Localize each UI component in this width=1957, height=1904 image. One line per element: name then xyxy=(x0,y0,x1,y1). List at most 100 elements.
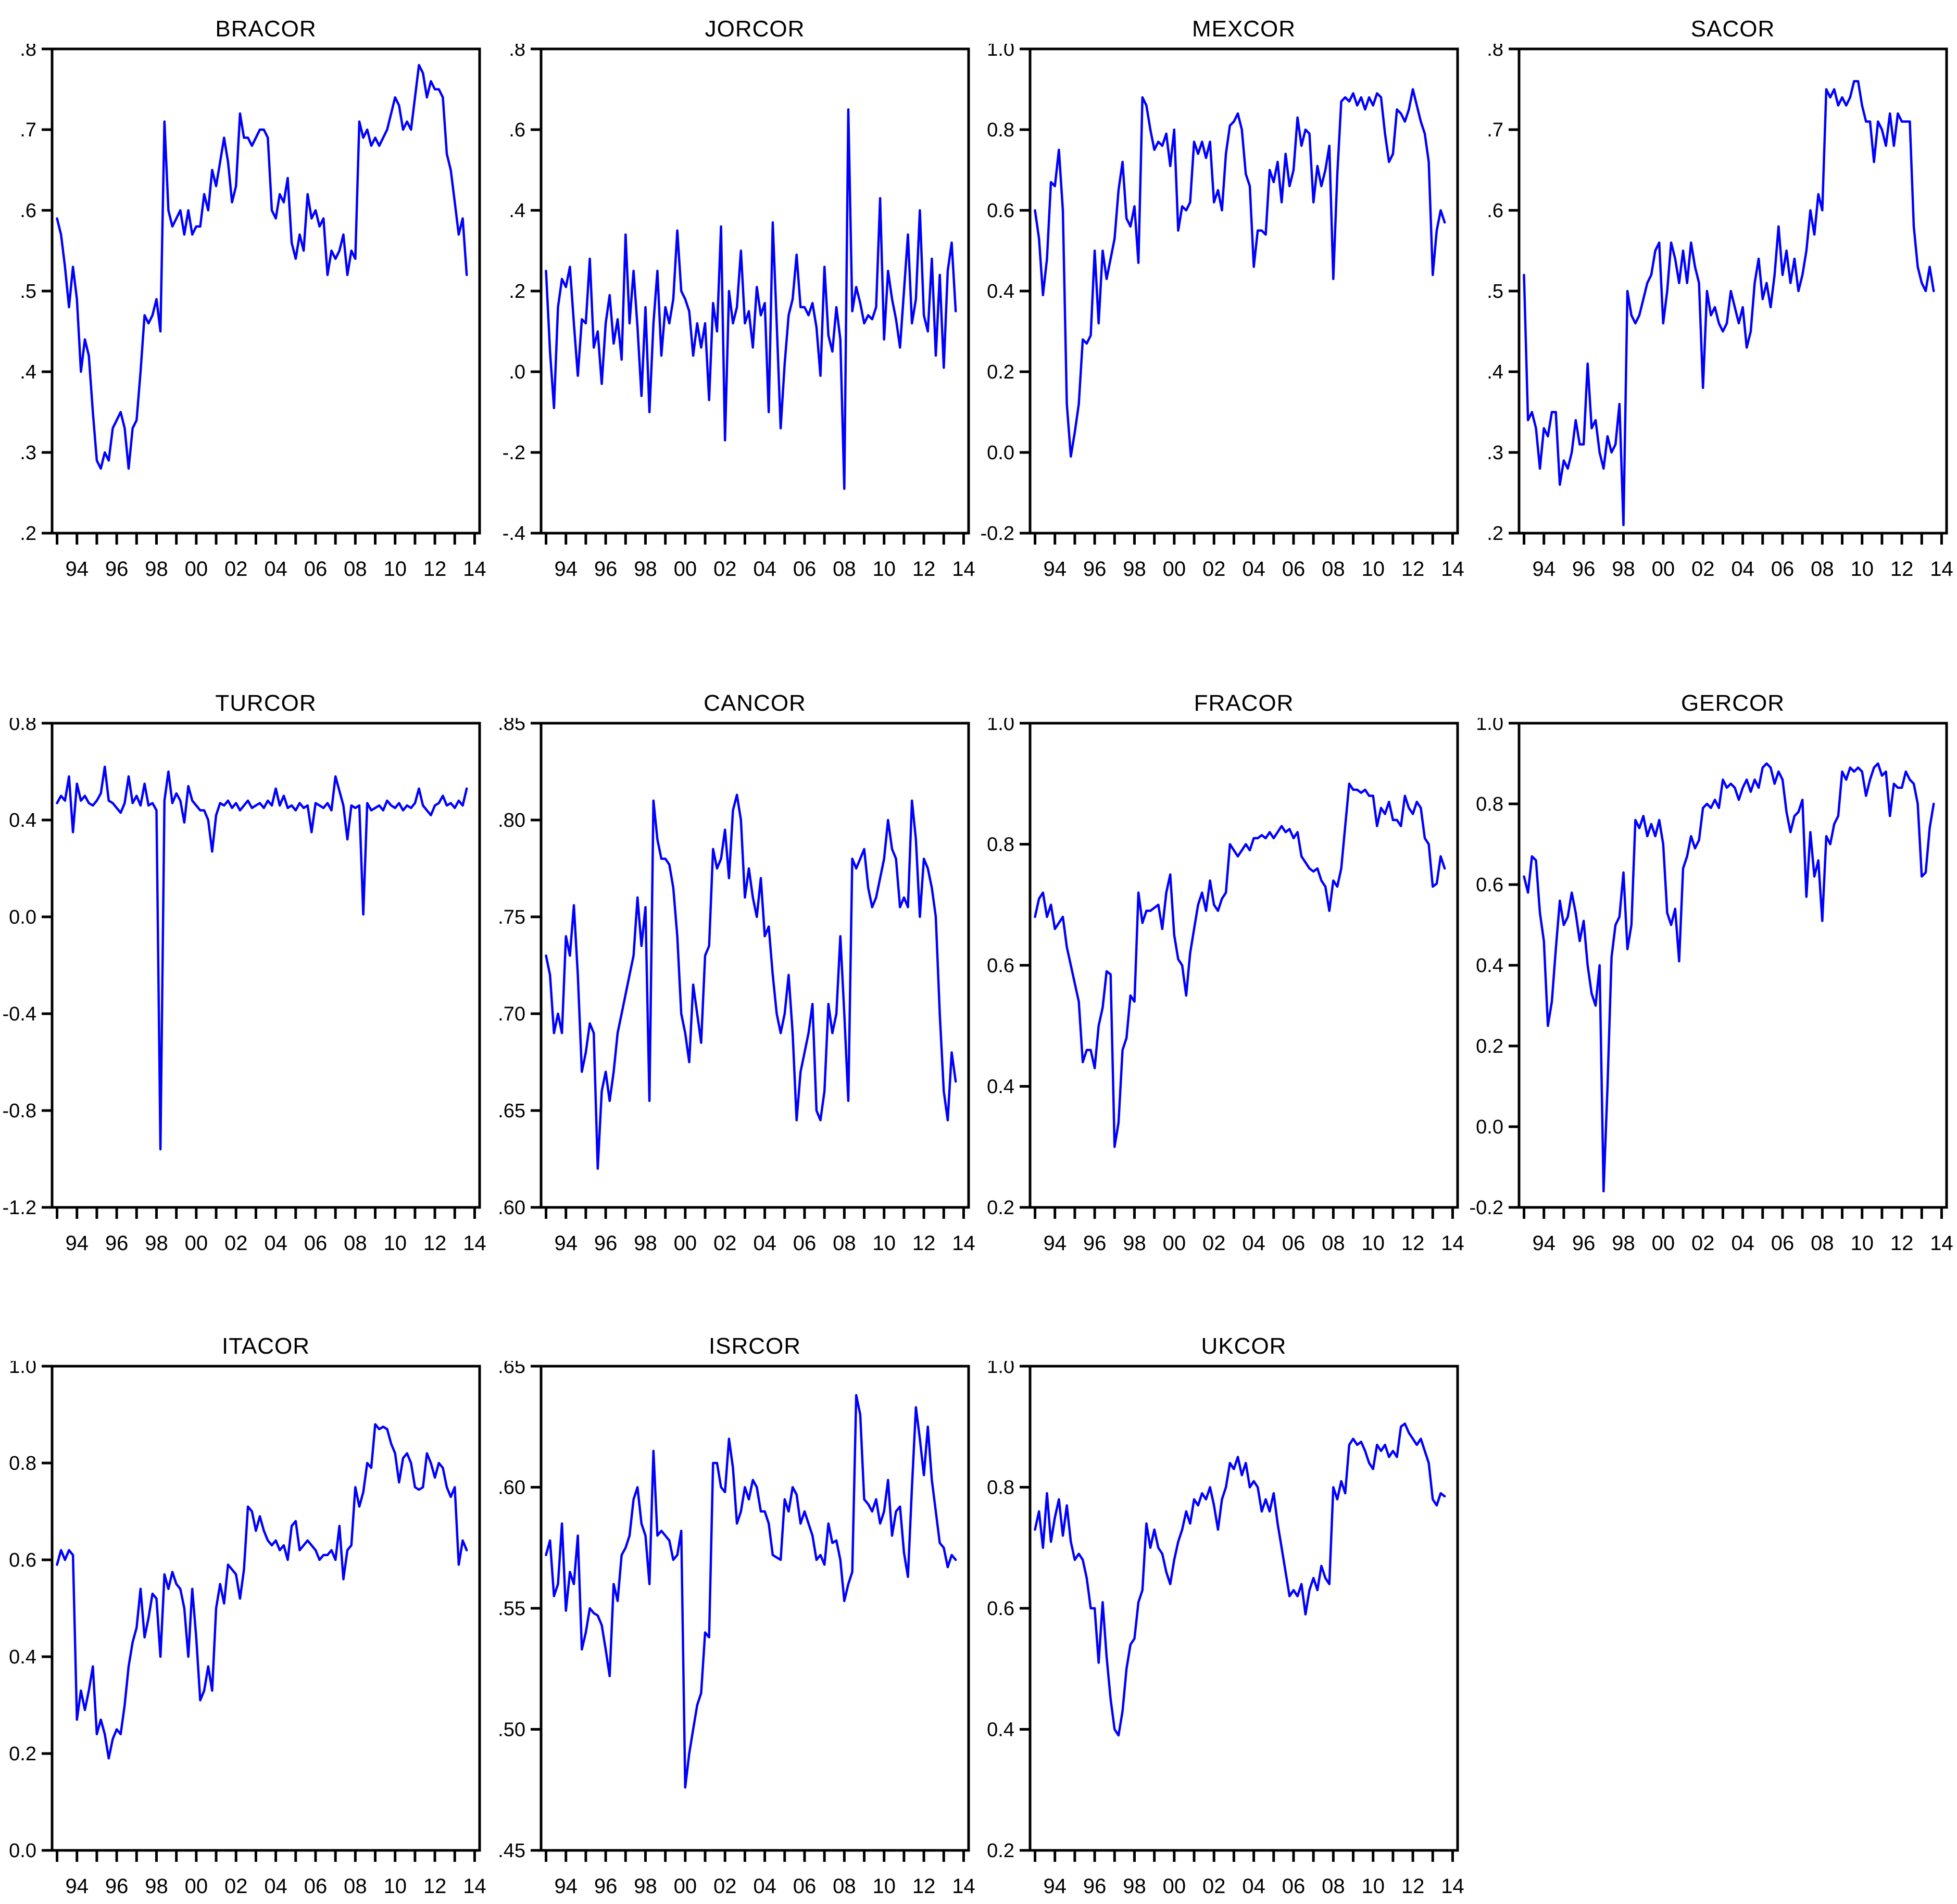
svg-text:-0.8: -0.8 xyxy=(3,1100,36,1122)
svg-text:06: 06 xyxy=(304,1232,328,1255)
svg-text:10: 10 xyxy=(383,1875,407,1898)
svg-text:02: 02 xyxy=(224,1232,248,1255)
svg-text:08: 08 xyxy=(1322,1232,1345,1255)
mexcor-plot: 1.0 0.8 0.6 0.4 0.2 0.0 -0.2 94 96 98 00 02 04 06 08 10… xyxy=(981,44,1464,581)
svg-text:12: 12 xyxy=(1401,558,1425,581)
svg-text:0.6: 0.6 xyxy=(1476,874,1503,896)
svg-text:98: 98 xyxy=(145,1232,168,1255)
svg-text:.2: .2 xyxy=(20,523,36,545)
svg-text:14: 14 xyxy=(463,558,486,581)
sacor-plot: .8 .7 .6 .5 .4 .3 .2 94 96 98 00 02 04 06 08 10 12 14 xyxy=(1487,44,1953,581)
svg-text:94: 94 xyxy=(1043,1232,1067,1255)
svg-text:00: 00 xyxy=(1652,558,1675,581)
svg-text:.8: .8 xyxy=(20,44,36,60)
svg-text:0.2: 0.2 xyxy=(9,1743,36,1765)
itacor-plot: 1.0 0.8 0.6 0.4 0.2 0.0 94 96 98 00 02 04 06 08 10 12 14 xyxy=(9,1361,486,1898)
svg-text:14: 14 xyxy=(1930,558,1953,581)
chart-isrcor: ISRCOR .65 .60 .55 .50 .45 94 96 98 00 02 04 06 08 10… xyxy=(489,1269,978,1904)
svg-text:1.0: 1.0 xyxy=(987,718,1014,735)
svg-text:14: 14 xyxy=(1441,1232,1464,1255)
svg-text:10: 10 xyxy=(1361,1875,1385,1898)
svg-text:94: 94 xyxy=(1043,1875,1067,1898)
svg-text:0.2: 0.2 xyxy=(987,361,1014,383)
svg-text:14: 14 xyxy=(1930,1232,1953,1255)
svg-text:.60: .60 xyxy=(498,1197,525,1219)
svg-text:0.0: 0.0 xyxy=(1476,1116,1503,1138)
svg-text:12: 12 xyxy=(912,1875,936,1898)
svg-text:-0.2: -0.2 xyxy=(981,523,1014,545)
svg-text:02: 02 xyxy=(1691,1232,1715,1255)
svg-text:00: 00 xyxy=(1652,1232,1675,1255)
svg-text:94: 94 xyxy=(1043,558,1067,581)
svg-text:10: 10 xyxy=(383,558,407,581)
chart-cancor: CANCOR .85 .80 .75 .70 .65 .60 94 96 98 00 02 04 06 0… xyxy=(489,635,978,1269)
svg-text:10: 10 xyxy=(872,1232,896,1255)
svg-text:0.4: 0.4 xyxy=(9,810,36,831)
svg-text:02: 02 xyxy=(224,558,248,581)
svg-text:0.2: 0.2 xyxy=(1476,1036,1503,1057)
svg-text:0.4: 0.4 xyxy=(987,1719,1014,1741)
svg-text:04: 04 xyxy=(753,1232,776,1255)
chart-title-isrcor: ISRCOR xyxy=(708,1333,801,1359)
svg-text:0.8: 0.8 xyxy=(9,1453,36,1474)
svg-text:-0.4: -0.4 xyxy=(3,1003,36,1025)
svg-text:0.0: 0.0 xyxy=(9,906,36,928)
svg-text:-.2: -.2 xyxy=(503,442,525,464)
svg-text:04: 04 xyxy=(264,558,287,581)
svg-text:94: 94 xyxy=(65,1875,89,1898)
svg-text:10: 10 xyxy=(872,1875,896,1898)
svg-text:1.0: 1.0 xyxy=(987,1361,1014,1378)
svg-text:14: 14 xyxy=(1441,1875,1464,1898)
svg-text:08: 08 xyxy=(833,1875,856,1898)
svg-text:.5: .5 xyxy=(1487,281,1503,302)
svg-text:08: 08 xyxy=(833,1232,856,1255)
svg-text:14: 14 xyxy=(952,558,975,581)
svg-text:06: 06 xyxy=(304,558,328,581)
svg-text:.65: .65 xyxy=(498,1361,525,1378)
svg-text:12: 12 xyxy=(912,1232,936,1255)
svg-text:12: 12 xyxy=(423,1875,447,1898)
svg-text:08: 08 xyxy=(1811,558,1834,581)
svg-text:.75: .75 xyxy=(498,906,525,928)
svg-text:0.4: 0.4 xyxy=(1476,955,1503,977)
svg-text:02: 02 xyxy=(713,1232,737,1255)
svg-text:06: 06 xyxy=(793,1232,817,1255)
svg-text:.60: .60 xyxy=(498,1477,525,1499)
svg-text:00: 00 xyxy=(1163,558,1186,581)
svg-text:0.6: 0.6 xyxy=(987,200,1014,222)
svg-text:08: 08 xyxy=(344,1875,367,1898)
svg-text:0.6: 0.6 xyxy=(987,955,1014,977)
svg-text:.8: .8 xyxy=(1487,44,1503,60)
svg-text:-1.2: -1.2 xyxy=(3,1197,36,1219)
ukcor-plot: 1.0 0.8 0.6 0.4 0.2 94 96 98 00 02 04 06 08 10 12 14 xyxy=(987,1361,1464,1898)
svg-text:12: 12 xyxy=(912,558,936,581)
svg-text:12: 12 xyxy=(1401,1232,1425,1255)
svg-text:94: 94 xyxy=(65,558,89,581)
svg-text:04: 04 xyxy=(264,1232,287,1255)
svg-text:.85: .85 xyxy=(498,718,525,735)
svg-text:00: 00 xyxy=(674,558,697,581)
svg-text:.3: .3 xyxy=(1487,442,1503,464)
chart-title-turcor: TURCOR xyxy=(215,690,317,716)
svg-text:94: 94 xyxy=(1532,558,1555,581)
svg-text:04: 04 xyxy=(1731,558,1754,581)
svg-text:.7: .7 xyxy=(1487,119,1503,141)
svg-text:96: 96 xyxy=(1083,558,1107,581)
svg-text:96: 96 xyxy=(1572,558,1596,581)
svg-text:.65: .65 xyxy=(498,1100,525,1122)
svg-text:10: 10 xyxy=(1850,1232,1874,1255)
svg-text:02: 02 xyxy=(713,1875,737,1898)
svg-text:96: 96 xyxy=(594,1875,618,1898)
svg-text:08: 08 xyxy=(1811,1232,1834,1255)
svg-text:1.0: 1.0 xyxy=(1476,718,1503,735)
svg-text:0.8: 0.8 xyxy=(9,718,36,735)
svg-text:02: 02 xyxy=(1202,1232,1226,1255)
svg-text:06: 06 xyxy=(1282,1232,1306,1255)
chart-title-ukcor: UKCOR xyxy=(1201,1333,1287,1359)
svg-text:0.6: 0.6 xyxy=(9,1549,36,1571)
turcor-plot: 0.8 0.4 0.0 -0.4 -0.8 -1.2 94 96 98 00 02 04 06 08 10 1… xyxy=(3,718,486,1255)
svg-text:98: 98 xyxy=(1123,1875,1146,1898)
svg-text:08: 08 xyxy=(833,558,856,581)
svg-text:14: 14 xyxy=(952,1875,975,1898)
svg-text:06: 06 xyxy=(1771,558,1795,581)
